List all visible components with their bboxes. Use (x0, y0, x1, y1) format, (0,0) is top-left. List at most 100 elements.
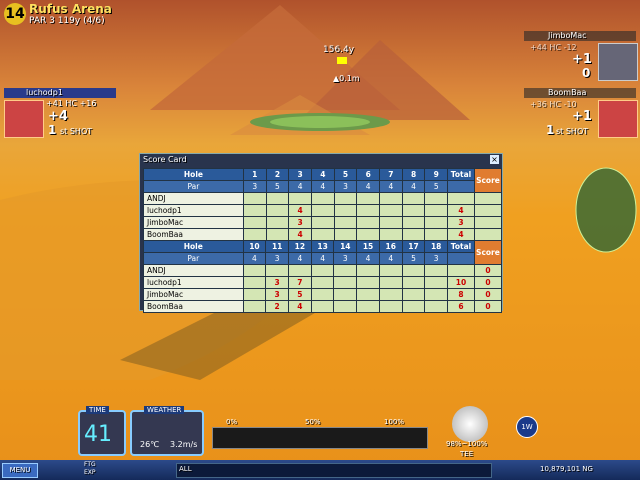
player-stats: +41 HC +16 (46, 99, 97, 108)
par-label: Par (143, 252, 244, 265)
power-label: 0% (226, 418, 238, 426)
stroke-cell (356, 300, 380, 313)
stroke-cell (401, 204, 426, 217)
player-row: luchodp1 4 4 (143, 204, 503, 217)
weather-panel: WEATHER 26℃ 3.2m/s (130, 406, 204, 456)
stroke-cell (333, 288, 358, 301)
stroke-cell (333, 204, 358, 217)
stroke-cell (378, 264, 403, 277)
player-name: luchodp1 (26, 88, 63, 97)
stroke-cell (310, 288, 335, 301)
player-row: ANDJ 0 (143, 264, 503, 277)
player-name: JimboMac (143, 288, 244, 301)
player-bar (4, 88, 116, 98)
score-label: Score (473, 240, 503, 265)
hole-label: Hole (143, 240, 244, 253)
stroke-cell: 5 (288, 288, 312, 301)
par-value: 4 (310, 252, 335, 265)
stroke-cell (242, 264, 267, 277)
stroke-cell (401, 228, 426, 241)
score-cell (473, 192, 503, 205)
stroke-cell (242, 300, 267, 313)
hole-number: 7 (379, 168, 403, 181)
par-label: Par (143, 180, 244, 193)
stroke-cell (356, 204, 381, 217)
player-name: luchodp1 (143, 204, 244, 217)
hole-number: 15 (356, 240, 380, 253)
hole-number: 1 (242, 168, 267, 181)
stroke-cell: 3 (265, 276, 290, 289)
hole-number: 5 (333, 168, 358, 181)
course-name: Rufus Arena (29, 2, 112, 16)
impact: 98%~100% (446, 440, 488, 448)
player-name: BoomBaa (548, 88, 587, 97)
stroke-cell (424, 288, 449, 301)
stroke-cell (333, 192, 358, 205)
player-row: JimboMac 3 5 8 0 (143, 288, 503, 301)
ftg-label: FTG (84, 461, 96, 468)
par-value: 3 (424, 252, 449, 265)
player-avatar (598, 100, 638, 138)
hole-number: 11 (265, 240, 290, 253)
stroke-cell: 4 (288, 300, 312, 313)
par-value: 3 (265, 252, 290, 265)
power-label: 50% (305, 418, 321, 426)
stroke-cell (333, 264, 358, 277)
total-cell: 3 (447, 216, 475, 229)
stroke-cell: 3 (265, 288, 290, 301)
par-value: 4 (288, 252, 312, 265)
total-label: Total (447, 240, 475, 253)
par-value: 4 (310, 180, 335, 193)
stroke-cell (333, 276, 358, 289)
stroke-cell: 3 (288, 216, 312, 229)
stroke-cell (379, 216, 403, 229)
chat-input[interactable] (176, 463, 492, 478)
player-shot: 1 (48, 123, 57, 137)
player-row: luchodp1 3 7 10 0 (143, 276, 503, 289)
player-bar (524, 88, 636, 98)
par-line: PAR 3 119y (4/6) (29, 16, 105, 26)
stroke-cell (378, 288, 403, 301)
stroke-cell (356, 264, 380, 277)
chat-channel[interactable]: ALL (179, 465, 192, 473)
stroke-cell (310, 300, 335, 313)
stroke-cell (378, 276, 403, 289)
stroke-cell (424, 228, 449, 241)
player-name: BoomBaa (143, 228, 244, 241)
power-gauge (212, 427, 428, 449)
score-cell (473, 204, 503, 217)
player-name: ANDJ (143, 264, 244, 277)
stroke-cell (356, 216, 381, 229)
hole-number: 16 (378, 240, 403, 253)
par-value: 5 (265, 180, 290, 193)
stroke-cell (310, 276, 335, 289)
par-value: 4 (288, 180, 312, 193)
hole-number: 4 (310, 168, 335, 181)
player-name: ANDJ (143, 192, 244, 205)
stroke-cell (288, 264, 312, 277)
score-label: Score (473, 168, 503, 193)
score-cell: 0 (473, 276, 503, 289)
pin-distance: 156.4y (323, 45, 355, 55)
player-shot-label: st SHOT (60, 127, 93, 136)
par-total (447, 252, 475, 265)
player-row: ANDJ (143, 192, 503, 205)
score-cell (473, 228, 503, 241)
score-table: Hole 10 11 12 13 14 15 16 17 18 Total Score Par 4 3 4 4 3… (143, 240, 503, 313)
close-button[interactable]: × (490, 155, 499, 164)
hole-number: 8 (401, 168, 426, 181)
stroke-cell (242, 192, 267, 205)
stroke-cell (356, 276, 380, 289)
stroke-cell (242, 288, 267, 301)
menu-button[interactable]: MENU (2, 463, 38, 478)
total-cell (447, 192, 475, 205)
stroke-cell (401, 264, 426, 277)
stroke-cell (310, 264, 335, 277)
par-value: 4 (378, 252, 403, 265)
player-stats: +36 HC -10 (530, 100, 577, 109)
par-value: 3 (333, 180, 358, 193)
player-score: +1 (572, 52, 592, 67)
time-panel: TIME 41 (78, 406, 126, 456)
exp-label: EXP (84, 469, 96, 476)
stroke-cell (310, 192, 335, 205)
